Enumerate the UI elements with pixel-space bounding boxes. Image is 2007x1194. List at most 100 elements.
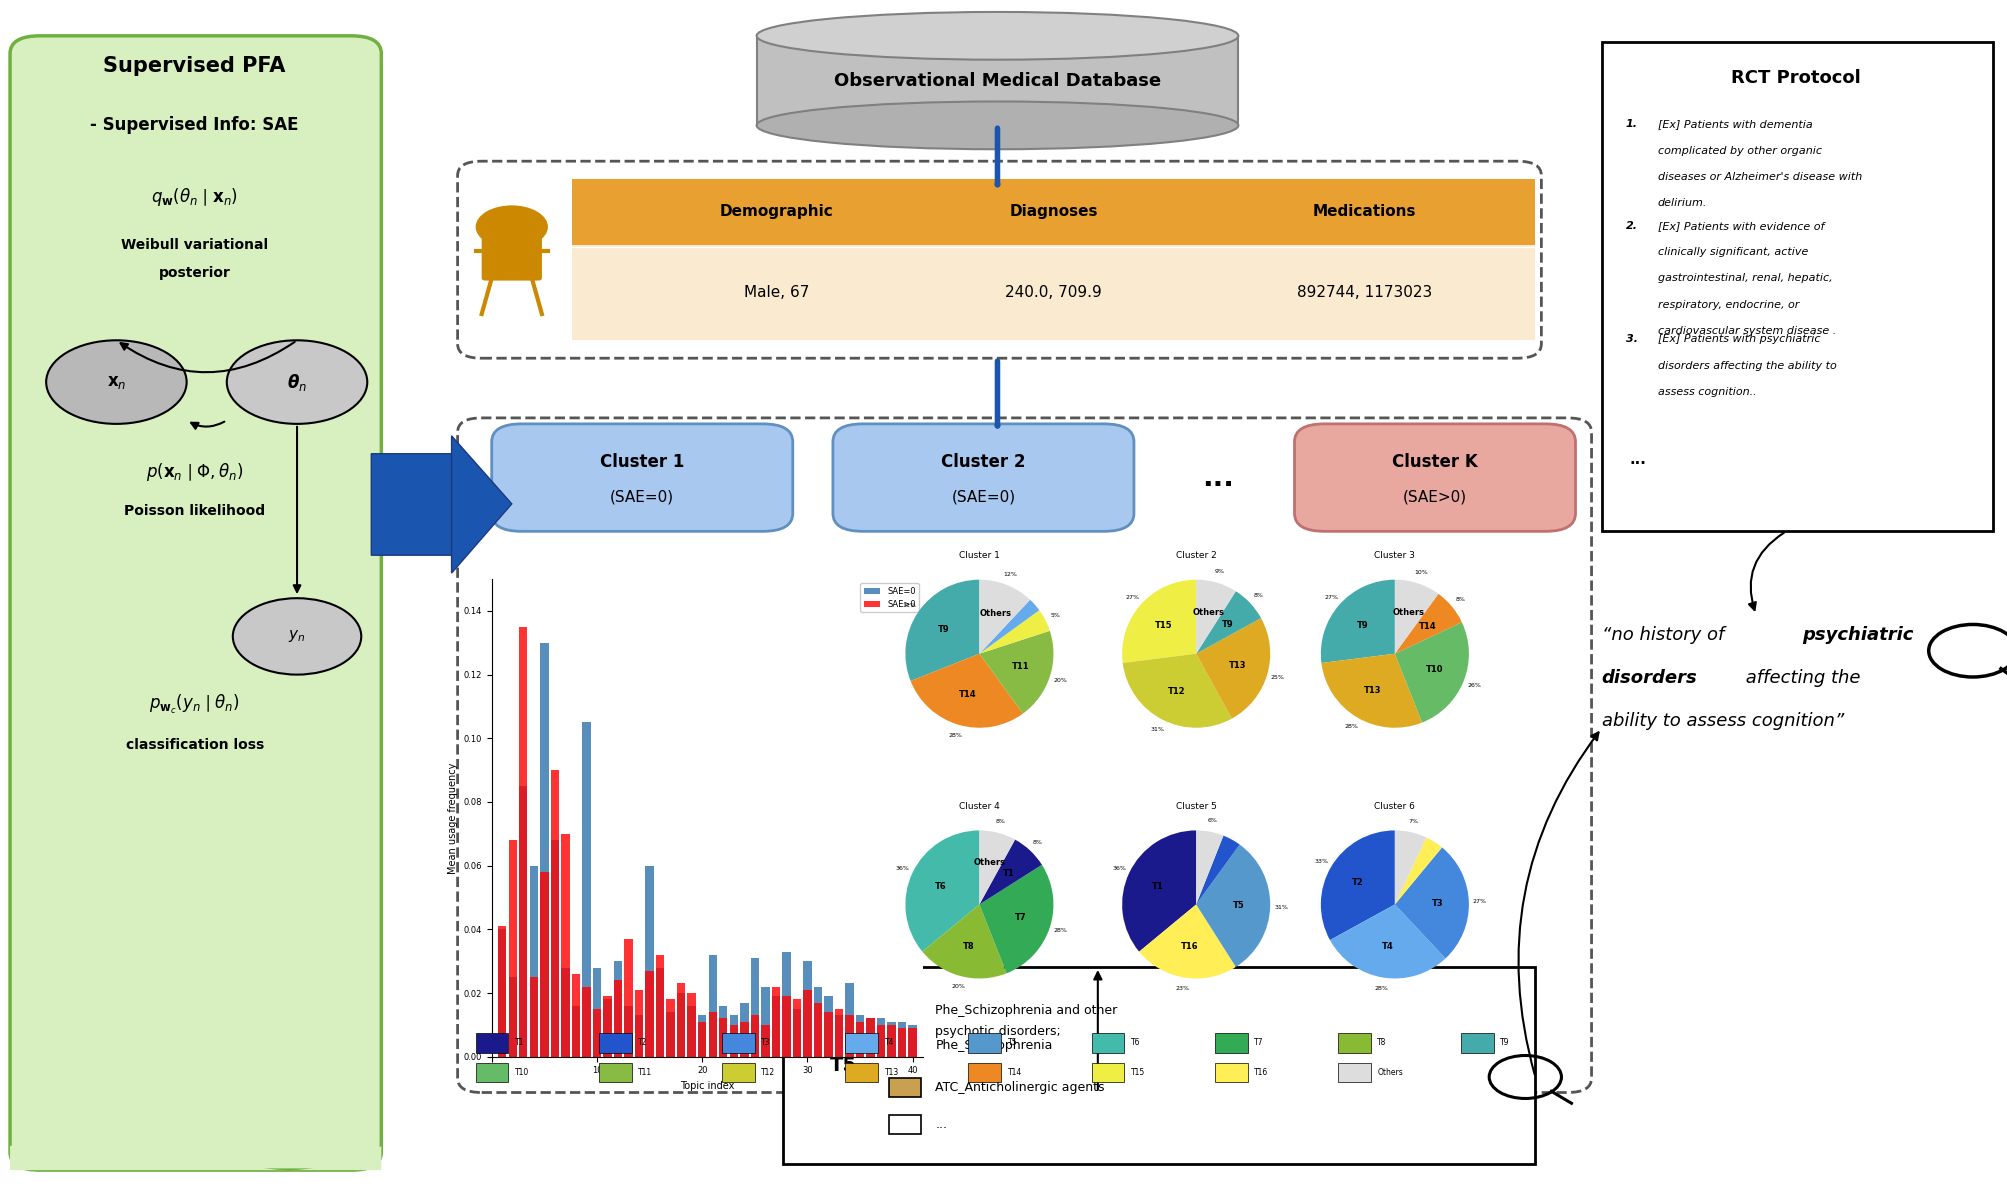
Bar bbox=[783, 967, 1535, 1164]
Text: T14: T14 bbox=[959, 690, 975, 700]
Wedge shape bbox=[979, 599, 1040, 653]
Text: 23%: 23% bbox=[1176, 986, 1190, 991]
Text: T9: T9 bbox=[1357, 621, 1369, 629]
Bar bbox=[592, 1009, 602, 1057]
Text: T4: T4 bbox=[885, 1039, 893, 1047]
Bar bbox=[1214, 1033, 1248, 1053]
Text: Others: Others bbox=[973, 858, 1006, 867]
FancyBboxPatch shape bbox=[458, 418, 1592, 1093]
Wedge shape bbox=[979, 864, 1054, 973]
Bar bbox=[550, 841, 560, 1057]
Bar bbox=[572, 974, 580, 1057]
Text: T8: T8 bbox=[963, 942, 975, 950]
Bar bbox=[520, 627, 528, 1057]
Text: affecting the: affecting the bbox=[1740, 669, 1860, 688]
Wedge shape bbox=[1331, 905, 1445, 978]
Wedge shape bbox=[905, 579, 979, 681]
Legend: SAE=0, SAE>0: SAE=0, SAE>0 bbox=[861, 583, 919, 613]
Bar bbox=[783, 952, 791, 1057]
Text: 5%: 5% bbox=[1050, 613, 1060, 617]
Text: delirium.: delirium. bbox=[1658, 198, 1708, 208]
Text: 27%: 27% bbox=[1473, 899, 1487, 904]
Text: Phe_Schizophrenia and other: Phe_Schizophrenia and other bbox=[935, 1004, 1118, 1016]
FancyBboxPatch shape bbox=[833, 424, 1134, 531]
Bar bbox=[624, 938, 632, 1057]
Text: T11: T11 bbox=[1012, 663, 1030, 671]
Text: T1: T1 bbox=[516, 1039, 524, 1047]
Bar bbox=[855, 1015, 865, 1057]
Bar bbox=[845, 1033, 877, 1053]
Text: Observational Medical Database: Observational Medical Database bbox=[835, 72, 1160, 91]
Text: “no history of: “no history of bbox=[1602, 626, 1730, 645]
Text: 20%: 20% bbox=[1054, 677, 1068, 683]
Text: Poisson likelihood: Poisson likelihood bbox=[124, 504, 265, 518]
Bar bbox=[887, 1024, 895, 1057]
Text: 8%: 8% bbox=[1252, 593, 1262, 598]
Wedge shape bbox=[1196, 591, 1260, 653]
Wedge shape bbox=[1196, 579, 1236, 653]
Bar bbox=[741, 1003, 749, 1057]
Wedge shape bbox=[1395, 837, 1443, 905]
Text: 8%: 8% bbox=[1455, 597, 1465, 602]
Text: 6%: 6% bbox=[1206, 818, 1216, 824]
Text: respiratory, endocrine, or: respiratory, endocrine, or bbox=[1658, 300, 1798, 309]
Text: T15: T15 bbox=[1130, 1067, 1146, 1077]
Wedge shape bbox=[1395, 593, 1461, 653]
Text: 240.0, 709.9: 240.0, 709.9 bbox=[1006, 285, 1102, 300]
Text: disorders affecting the ability to: disorders affecting the ability to bbox=[1658, 361, 1836, 370]
Wedge shape bbox=[1321, 831, 1395, 940]
Text: T3: T3 bbox=[1431, 899, 1443, 907]
Bar bbox=[825, 1013, 833, 1057]
Bar bbox=[719, 1018, 727, 1057]
Wedge shape bbox=[979, 839, 1042, 905]
Text: 2.: 2. bbox=[1626, 221, 1638, 230]
Text: [Ex] Patients with evidence of: [Ex] Patients with evidence of bbox=[1658, 221, 1824, 230]
Text: Cluster 2: Cluster 2 bbox=[941, 453, 1026, 472]
Circle shape bbox=[46, 340, 187, 424]
Ellipse shape bbox=[757, 12, 1238, 60]
Text: Demographic: Demographic bbox=[721, 204, 833, 219]
Bar bbox=[969, 1033, 1001, 1053]
Bar bbox=[741, 1022, 749, 1057]
Bar bbox=[845, 1015, 853, 1057]
Bar bbox=[656, 955, 664, 1057]
Bar bbox=[751, 1015, 759, 1057]
Text: 892744, 1173023: 892744, 1173023 bbox=[1297, 285, 1433, 300]
Bar bbox=[698, 1015, 706, 1057]
Text: [Ex] Patients with dementia: [Ex] Patients with dementia bbox=[1658, 119, 1812, 129]
Text: 36%: 36% bbox=[1112, 866, 1126, 870]
Text: Phe_Schizophrenia: Phe_Schizophrenia bbox=[935, 1040, 1052, 1052]
Bar bbox=[1092, 1033, 1124, 1053]
Text: RCT Protocol: RCT Protocol bbox=[1732, 68, 1860, 87]
Text: T3: T3 bbox=[761, 1039, 771, 1047]
Circle shape bbox=[227, 340, 367, 424]
Text: 36%: 36% bbox=[895, 866, 909, 870]
Text: T9: T9 bbox=[1501, 1039, 1509, 1047]
Bar bbox=[867, 1018, 875, 1057]
Text: T1: T1 bbox=[1004, 869, 1016, 878]
Bar bbox=[688, 993, 696, 1057]
Bar bbox=[708, 955, 716, 1057]
Bar bbox=[867, 1018, 875, 1057]
Bar bbox=[562, 967, 570, 1057]
Text: ...: ... bbox=[1630, 453, 1646, 467]
Text: T13: T13 bbox=[885, 1067, 899, 1077]
Text: ...: ... bbox=[1202, 463, 1234, 492]
Text: T7: T7 bbox=[1254, 1039, 1264, 1047]
Wedge shape bbox=[1196, 831, 1224, 905]
Text: Cluster 1: Cluster 1 bbox=[600, 453, 684, 472]
Bar bbox=[757, 36, 1238, 125]
Wedge shape bbox=[1122, 831, 1196, 952]
Text: T1: T1 bbox=[1152, 881, 1164, 891]
FancyBboxPatch shape bbox=[492, 424, 793, 531]
Bar bbox=[813, 1003, 823, 1057]
Bar bbox=[498, 929, 506, 1057]
Text: T14: T14 bbox=[1008, 1067, 1022, 1077]
Text: T10: T10 bbox=[516, 1067, 530, 1077]
Bar bbox=[604, 996, 612, 1057]
Wedge shape bbox=[1395, 579, 1439, 653]
Text: 27%: 27% bbox=[1325, 595, 1339, 599]
Circle shape bbox=[233, 598, 361, 675]
Bar bbox=[1602, 42, 1993, 531]
Bar bbox=[889, 1036, 921, 1055]
